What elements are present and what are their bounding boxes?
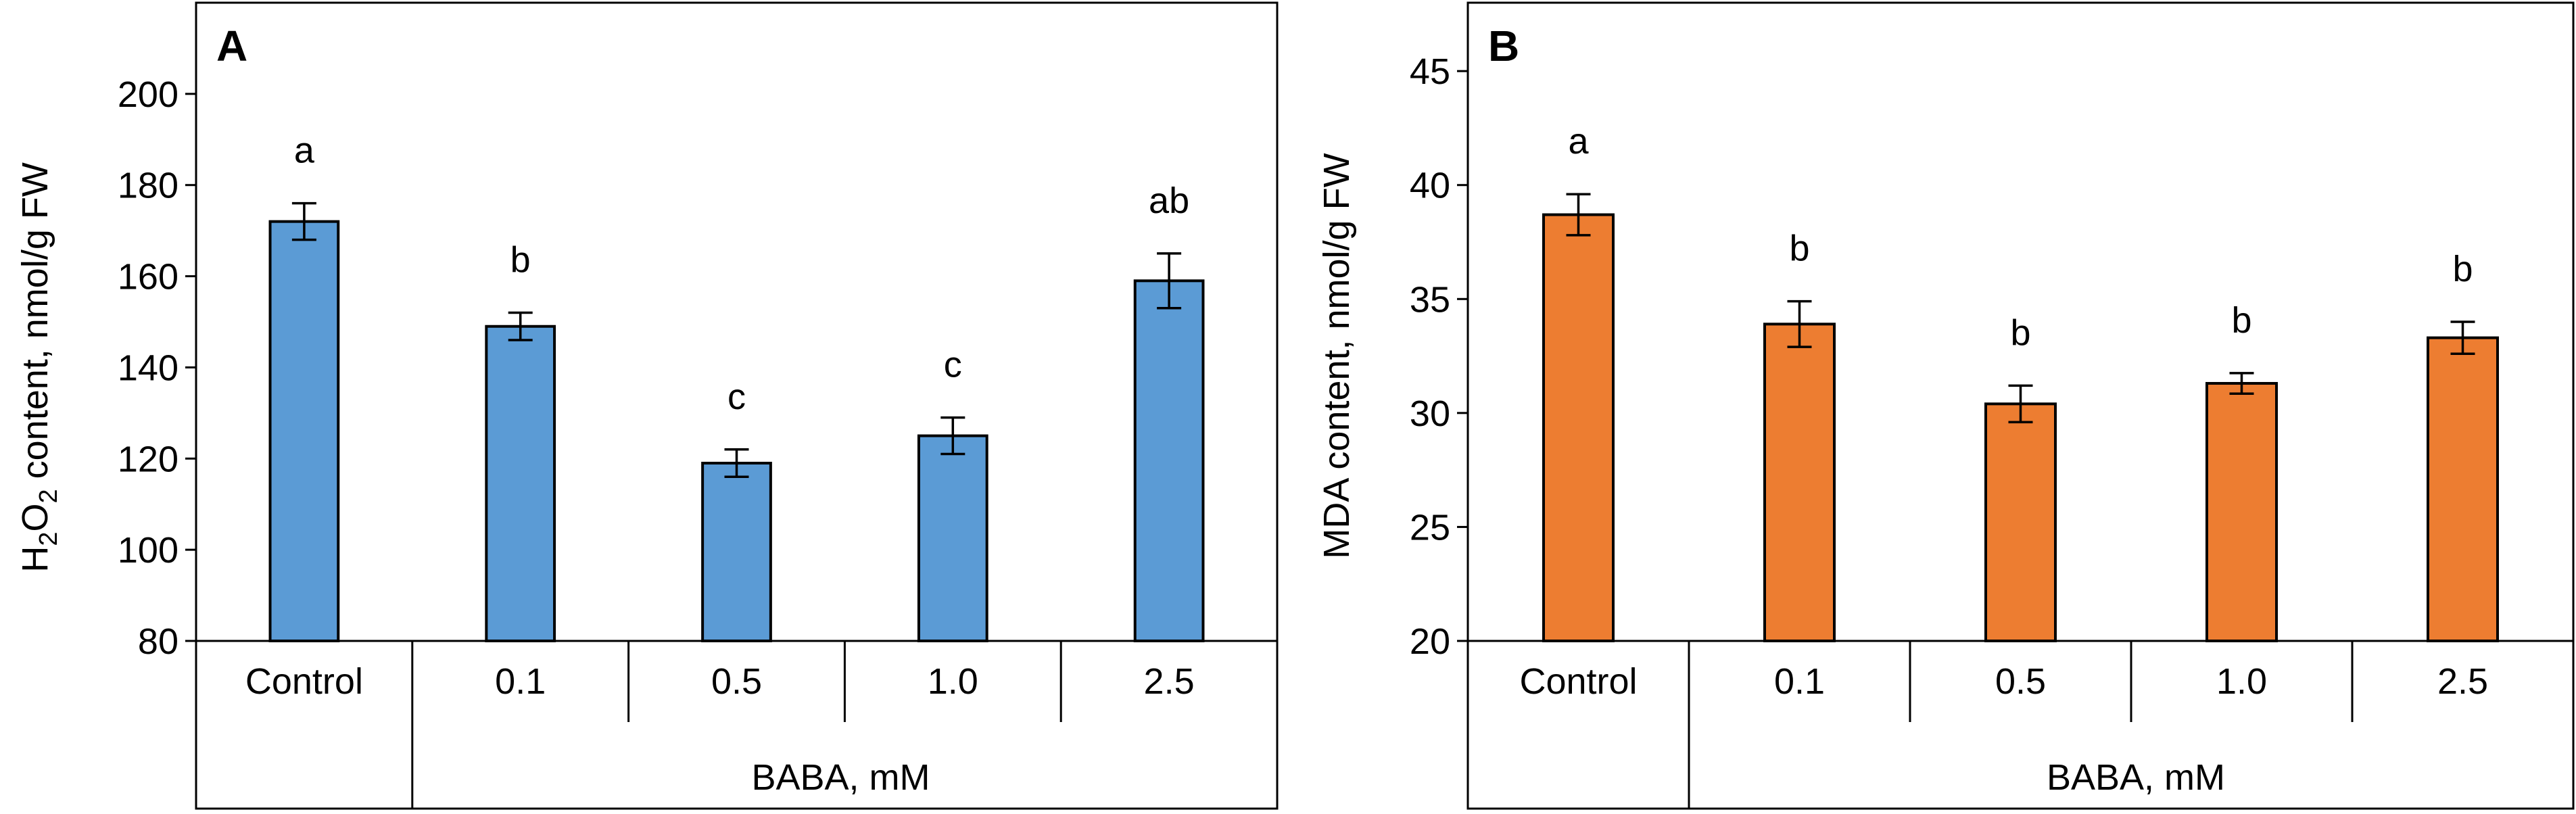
y-tick-label: 180 — [118, 166, 178, 206]
y-tick-label: 35 — [1410, 279, 1450, 320]
significance-letter: a — [294, 130, 315, 171]
category-label: 2.5 — [2437, 661, 2488, 702]
y-axis-title: MDA content, nmol/g FW — [1316, 153, 1357, 558]
bar — [268, 220, 340, 642]
y-tick-label: 200 — [118, 74, 178, 115]
panel-frame — [195, 1, 1279, 810]
bar — [1133, 279, 1205, 643]
significance-letter: c — [728, 377, 746, 417]
y-tick-label: 25 — [1410, 507, 1450, 548]
y-tick-label: 80 — [138, 621, 178, 662]
significance-letter: b — [510, 240, 531, 281]
y-axis-title-part: content, nmol/g FW — [15, 162, 55, 489]
significance-letter: ab — [1149, 181, 1189, 221]
significance-letter: b — [2452, 249, 2473, 289]
panel-a: 80 100 120 140 160 180 200 a Control b 0.1 c 0.5 c 1.0… — [15, 1, 1279, 810]
category-label: Control — [245, 661, 363, 702]
x-group-label: BABA, mM — [2047, 757, 2225, 798]
category-label: 0.5 — [711, 661, 762, 702]
significance-letter: b — [2010, 312, 2030, 353]
y-tick-label: 160 — [118, 257, 178, 297]
category-label: 0.1 — [495, 661, 546, 702]
y-tick-label: 20 — [1410, 621, 1450, 662]
panel-b: 20 25 30 35 40 45 a Control b 0.1 b 0.5 b 1.0 b 2.5 BABA… — [1316, 1, 2575, 810]
significance-letter: b — [2231, 300, 2251, 341]
significance-letter: a — [1568, 121, 1589, 162]
category-label: Control — [1519, 661, 1637, 702]
y-axis-title-subscript: 2 — [34, 489, 63, 503]
category-label: 1.0 — [928, 661, 978, 702]
category-label: 2.5 — [1144, 661, 1195, 702]
significance-letter: c — [944, 345, 962, 385]
y-axis-title-subscript: 2 — [34, 532, 63, 546]
significance-letter: b — [1789, 229, 1809, 269]
category-label: 0.1 — [1774, 661, 1825, 702]
bar — [1542, 213, 1615, 642]
y-tick-label: 140 — [118, 348, 178, 388]
y-axis-title: H2O2 content, nmol/g FW — [15, 162, 63, 573]
category-label: 1.0 — [2216, 661, 2267, 702]
panel-label: B — [1488, 22, 1519, 70]
y-axis-title-part: H — [15, 546, 55, 573]
bar — [917, 434, 988, 642]
panel-label: A — [216, 22, 247, 70]
bar — [2205, 382, 2279, 642]
y-tick-label: 40 — [1410, 166, 1450, 206]
bar — [1984, 402, 2057, 642]
y-tick-label: 120 — [118, 439, 178, 479]
y-tick-label: 45 — [1410, 51, 1450, 92]
y-axis-title-part: O — [15, 504, 55, 532]
panel-frame — [1466, 1, 2575, 810]
bar — [2426, 336, 2500, 642]
x-group-label: BABA, mM — [751, 757, 930, 798]
y-tick-label: 100 — [118, 530, 178, 571]
category-label: 0.5 — [1995, 661, 2046, 702]
y-tick-label: 30 — [1410, 393, 1450, 434]
bar — [701, 462, 772, 642]
bar — [1763, 322, 1836, 642]
bar — [485, 325, 556, 642]
